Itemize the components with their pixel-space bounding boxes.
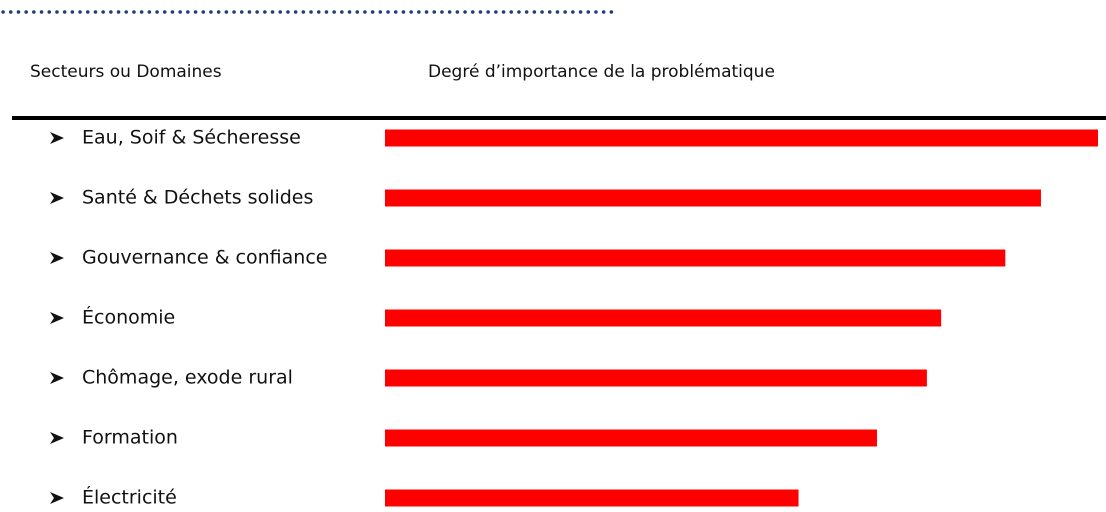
bar bbox=[385, 309, 942, 327]
category-label: Électricité bbox=[82, 486, 177, 509]
category-label: Santé & Déchets solides bbox=[82, 187, 313, 209]
bar bbox=[385, 369, 927, 387]
bullet-arrow bbox=[50, 312, 64, 324]
category-label: Gouvernance & confiance bbox=[82, 247, 327, 269]
column-header: Degré d’importance de la problématique bbox=[428, 62, 775, 82]
category-label: Eau, Soif & Sécheresse bbox=[82, 127, 301, 149]
bar bbox=[385, 129, 1098, 147]
bullet-arrow bbox=[50, 372, 64, 384]
bullet-arrow bbox=[50, 132, 64, 144]
bullet-arrow bbox=[50, 432, 64, 444]
category-label: Chômage, exode rural bbox=[82, 367, 293, 389]
bullet-arrow bbox=[50, 192, 64, 204]
bar bbox=[385, 189, 1041, 207]
category-label: Économie bbox=[82, 306, 175, 329]
bar bbox=[385, 429, 877, 447]
bullet-arrow bbox=[50, 252, 64, 264]
category-label: Formation bbox=[82, 427, 178, 449]
bar bbox=[385, 249, 1006, 267]
bar bbox=[385, 489, 799, 507]
column-header: Secteurs ou Domaines bbox=[30, 62, 222, 82]
bullet-arrow bbox=[50, 492, 64, 504]
